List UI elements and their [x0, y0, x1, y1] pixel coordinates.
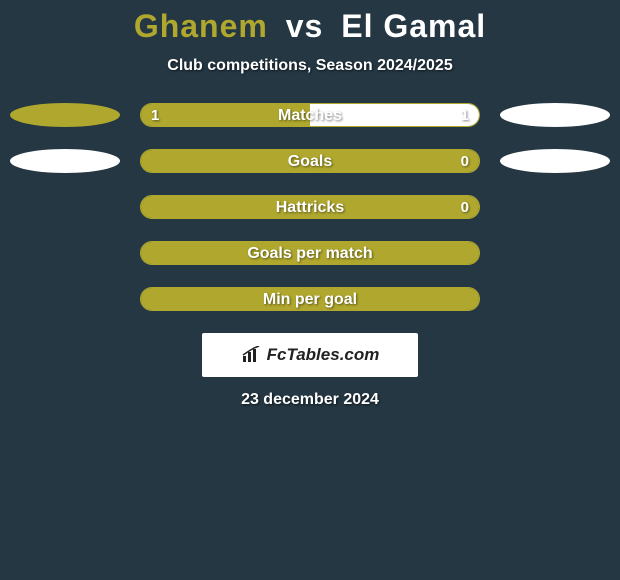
- stat-value-right: 1: [461, 104, 469, 127]
- logo-box: FcTables.com: [202, 333, 418, 377]
- title: Ghanem vs El Gamal: [0, 8, 620, 45]
- ellipse-right: [500, 149, 610, 173]
- comparison-infographic: Ghanem vs El Gamal Club competitions, Se…: [0, 0, 620, 580]
- bar-segment-left: [141, 242, 479, 264]
- title-player1: Ghanem: [134, 8, 268, 44]
- bar-segment-left: [141, 196, 479, 218]
- stat-bar: Matches11: [140, 103, 480, 127]
- bar-segment-left: [141, 150, 479, 172]
- stats-list: Matches11Goals0Hattricks0Goals per match…: [0, 103, 620, 311]
- stat-row: Matches11: [0, 103, 620, 127]
- stat-bar: Hattricks0: [140, 195, 480, 219]
- bar-segment-left: [141, 288, 479, 310]
- stat-value-right: 0: [461, 196, 469, 219]
- title-vs: vs: [286, 8, 324, 44]
- ellipse-left: [10, 103, 120, 127]
- stat-row: Goals per match: [0, 241, 620, 265]
- stat-value-left: 1: [151, 104, 159, 127]
- stat-bar: Goals per match: [140, 241, 480, 265]
- stat-bar: Min per goal: [140, 287, 480, 311]
- ellipse-left: [10, 149, 120, 173]
- bar-segment-right: [310, 104, 479, 126]
- stat-row: Hattricks0: [0, 195, 620, 219]
- stat-value-right: 0: [461, 150, 469, 173]
- date-text: 23 december 2024: [0, 391, 620, 409]
- chart-icon: [241, 346, 263, 364]
- ellipse-right: [500, 103, 610, 127]
- stat-bar: Goals0: [140, 149, 480, 173]
- stat-row: Goals0: [0, 149, 620, 173]
- title-player2: El Gamal: [341, 8, 486, 44]
- subtitle: Club competitions, Season 2024/2025: [0, 57, 620, 75]
- logo-text: FcTables.com: [267, 345, 380, 365]
- stat-row: Min per goal: [0, 287, 620, 311]
- bar-segment-left: [141, 104, 310, 126]
